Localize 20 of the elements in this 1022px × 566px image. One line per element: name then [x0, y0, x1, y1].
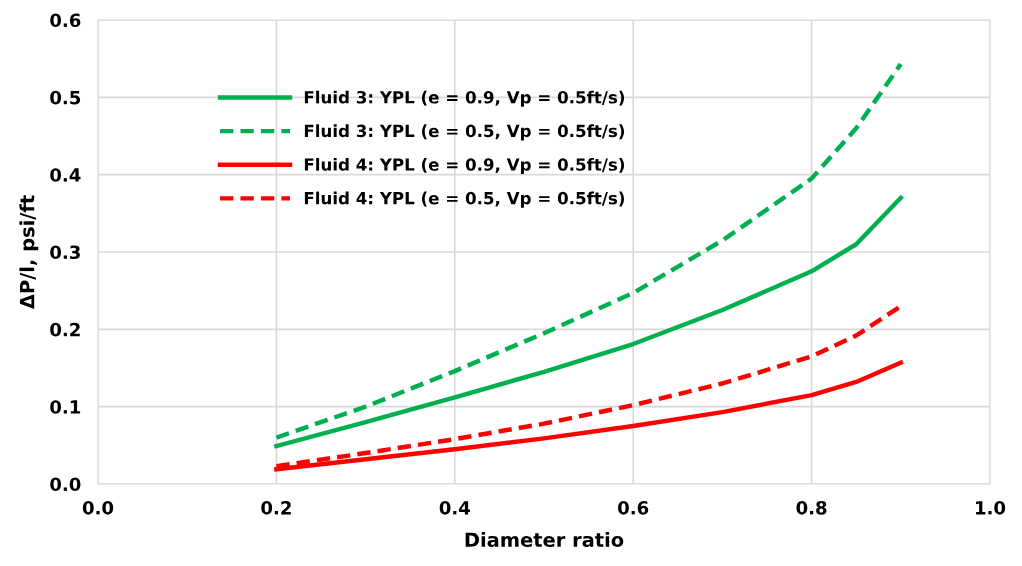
x-tick-label: 0.4: [439, 500, 470, 515]
x-tick-label: 1.0: [976, 500, 1006, 515]
line-series: [274, 61, 904, 440]
x-tick-label: 0.2: [261, 500, 291, 515]
x-tick-label: 0.6: [618, 500, 649, 515]
y-tick-label: 0.6: [50, 13, 81, 28]
x-tick-label: 0.8: [796, 500, 827, 515]
x-axis-title: Diameter ratio: [465, 532, 624, 548]
y-tick-label: 0.3: [50, 245, 80, 260]
y-tick-label: 0.5: [50, 90, 81, 105]
legend-label: Fluid 4: YPL (e = 0.9, Vp = 0.5ft/s): [304, 157, 625, 175]
legend-label: Fluid 4: YPL (e = 0.5, Vp = 0.5ft/s): [304, 191, 625, 208]
y-tick-label: 0.4: [50, 168, 81, 182]
y-tick-label: 0.1: [50, 400, 81, 414]
y-tick-label: 0.2: [50, 322, 80, 337]
legend-label: Fluid 3: YPL (e = 0.5, Vp = 0.5ft/s): [304, 124, 625, 141]
y-tick-label: 0.0: [50, 477, 81, 492]
x-tick-label: 0.0: [82, 500, 114, 515]
legend-label: Fluid 3: YPL (e = 0.9, Vp = 0.5ft/s): [304, 90, 625, 107]
y-axis-title: ΔP/l, psi/ft: [19, 195, 39, 310]
